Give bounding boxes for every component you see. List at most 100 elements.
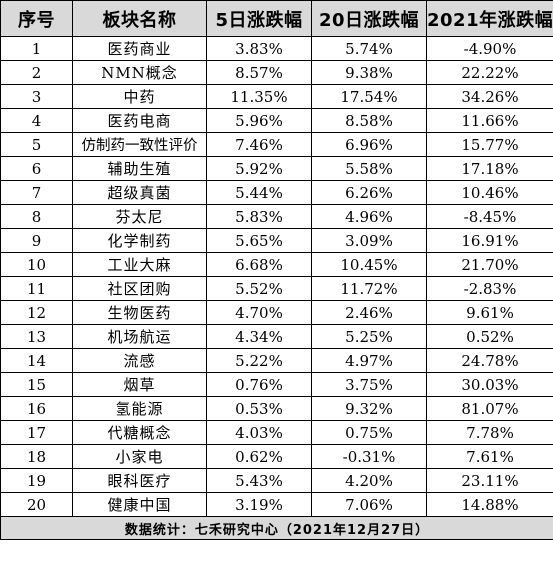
change-5day: 3.19% xyxy=(206,492,312,517)
sector-name: 代糖概念 xyxy=(72,420,207,445)
sector-name: 工业大麻 xyxy=(72,252,207,277)
sector-name: 流感 xyxy=(72,348,207,373)
sector-name: 医药商业 xyxy=(72,36,207,61)
change-20day: 4.96% xyxy=(311,204,427,229)
row-index: 6 xyxy=(0,156,73,181)
change-2021: 11.66% xyxy=(426,108,553,133)
footer-row: 数据统计：七禾研究中心（2021年12月27日） xyxy=(0,516,553,540)
row-index: 16 xyxy=(0,396,73,421)
table-row: 18 小家电 0.62% -0.31% 7.61% xyxy=(0,444,553,469)
row-index: 20 xyxy=(0,492,73,517)
table-row: 2 NMN概念 8.57% 9.38% 22.22% xyxy=(0,60,553,85)
change-2021: 22.22% xyxy=(426,60,553,85)
change-2021: 14.88% xyxy=(426,492,553,517)
change-5day: 4.03% xyxy=(206,420,312,445)
change-2021: 23.11% xyxy=(426,468,553,493)
change-2021: 7.61% xyxy=(426,444,553,469)
table-row: 6 辅助生殖 5.92% 5.58% 17.18% xyxy=(0,156,553,181)
table-row: 11 社区团购 5.52% 11.72% -2.83% xyxy=(0,276,553,301)
table-row: 8 芬太尼 5.83% 4.96% -8.45% xyxy=(0,204,553,229)
table-row: 5 仿制药一致性评价 7.46% 6.96% 15.77% xyxy=(0,132,553,157)
change-20day: 8.58% xyxy=(311,108,427,133)
change-20day: 6.26% xyxy=(311,180,427,205)
change-2021: 81.07% xyxy=(426,396,553,421)
row-index: 19 xyxy=(0,468,73,493)
change-20day: 4.20% xyxy=(311,468,427,493)
row-index: 14 xyxy=(0,348,73,373)
table-row: 15 烟草 0.76% 3.75% 30.03% xyxy=(0,372,553,397)
change-20day: 4.97% xyxy=(311,348,427,373)
sector-name: 芬太尼 xyxy=(72,204,207,229)
header-row: 序号 板块名称 5日涨跌幅 20日涨跌幅 2021年涨跌幅 xyxy=(0,0,553,37)
change-5day: 6.68% xyxy=(206,252,312,277)
row-index: 9 xyxy=(0,228,73,253)
row-index: 7 xyxy=(0,180,73,205)
change-20day: 3.09% xyxy=(311,228,427,253)
table-row: 9 化学制药 5.65% 3.09% 16.91% xyxy=(0,228,553,253)
change-20day: 9.38% xyxy=(311,60,427,85)
table-row: 7 超级真菌 5.44% 6.26% 10.46% xyxy=(0,180,553,205)
change-5day: 5.22% xyxy=(206,348,312,373)
table-row: 17 代糖概念 4.03% 0.75% 7.78% xyxy=(0,420,553,445)
sector-name: 烟草 xyxy=(72,372,207,397)
table-row: 1 医药商业 3.83% 5.74% -4.90% xyxy=(0,36,553,61)
table-row: 4 医药电商 5.96% 8.58% 11.66% xyxy=(0,108,553,133)
row-index: 12 xyxy=(0,300,73,325)
table-body: 1 医药商业 3.83% 5.74% -4.90% 2 NMN概念 8.57% 9.38% 22.… xyxy=(0,36,553,517)
row-index: 1 xyxy=(0,36,73,61)
change-20day: 3.75% xyxy=(311,372,427,397)
change-2021: 17.18% xyxy=(426,156,553,181)
row-index: 17 xyxy=(0,420,73,445)
change-20day: 0.75% xyxy=(311,420,427,445)
change-20day: -0.31% xyxy=(311,444,427,469)
sector-name: 仿制药一致性评价 xyxy=(72,132,207,157)
change-5day: 8.57% xyxy=(206,60,312,85)
row-index: 10 xyxy=(0,252,73,277)
sector-name: 化学制药 xyxy=(72,228,207,253)
table-row: 19 眼科医疗 5.43% 4.20% 23.11% xyxy=(0,468,553,493)
change-20day: 5.58% xyxy=(311,156,427,181)
table-row: 14 流感 5.22% 4.97% 24.78% xyxy=(0,348,553,373)
change-2021: 21.70% xyxy=(426,252,553,277)
change-20day: 9.32% xyxy=(311,396,427,421)
sector-name: 中药 xyxy=(72,84,207,109)
change-20day: 10.45% xyxy=(311,252,427,277)
table-row: 3 中药 11.35% 17.54% 34.26% xyxy=(0,84,553,109)
sector-name: 健康中国 xyxy=(72,492,207,517)
change-5day: 5.83% xyxy=(206,204,312,229)
header-2021-change: 2021年涨跌幅 xyxy=(426,0,553,37)
sector-name: 超级真菌 xyxy=(72,180,207,205)
sector-name: 小家电 xyxy=(72,444,207,469)
row-index: 13 xyxy=(0,324,73,349)
sector-name: 机场航运 xyxy=(72,324,207,349)
change-2021: 7.78% xyxy=(426,420,553,445)
sector-name: 辅助生殖 xyxy=(72,156,207,181)
sector-name: 医药电商 xyxy=(72,108,207,133)
change-5day: 5.44% xyxy=(206,180,312,205)
table-row: 16 氢能源 0.53% 9.32% 81.07% xyxy=(0,396,553,421)
change-5day: 0.62% xyxy=(206,444,312,469)
change-5day: 7.46% xyxy=(206,132,312,157)
change-20day: 5.25% xyxy=(311,324,427,349)
sector-performance-table: 序号 板块名称 5日涨跌幅 20日涨跌幅 2021年涨跌幅 1 医药商业 3.83%… xyxy=(0,0,553,540)
sector-name: 社区团购 xyxy=(72,276,207,301)
change-5day: 0.53% xyxy=(206,396,312,421)
row-index: 3 xyxy=(0,84,73,109)
row-index: 11 xyxy=(0,276,73,301)
change-20day: 5.74% xyxy=(311,36,427,61)
change-20day: 2.46% xyxy=(311,300,427,325)
change-20day: 17.54% xyxy=(311,84,427,109)
sector-name: NMN概念 xyxy=(72,60,207,85)
change-5day: 0.76% xyxy=(206,372,312,397)
change-5day: 5.92% xyxy=(206,156,312,181)
change-2021: -4.90% xyxy=(426,36,553,61)
change-2021: 9.61% xyxy=(426,300,553,325)
change-5day: 5.96% xyxy=(206,108,312,133)
sector-name: 氢能源 xyxy=(72,396,207,421)
row-index: 4 xyxy=(0,108,73,133)
change-5day: 3.83% xyxy=(206,36,312,61)
row-index: 15 xyxy=(0,372,73,397)
change-5day: 5.65% xyxy=(206,228,312,253)
change-2021: 0.52% xyxy=(426,324,553,349)
change-5day: 11.35% xyxy=(206,84,312,109)
